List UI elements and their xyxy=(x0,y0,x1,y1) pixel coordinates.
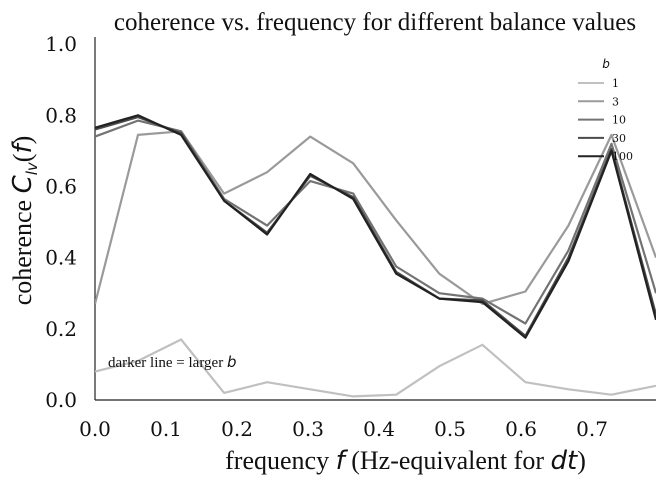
chart-title: coherence vs. frequency for different ba… xyxy=(114,9,636,36)
x-tick-label: 0.6 xyxy=(505,417,537,441)
x-tick-label: 0.5 xyxy=(434,417,466,441)
y-tick-label: 1.0 xyxy=(45,32,77,56)
series-line-b-100 xyxy=(95,114,656,339)
y-tick-label: 0.2 xyxy=(45,317,77,341)
series-line-b-10 xyxy=(95,119,656,325)
annotation-note: darker line = larger b xyxy=(108,353,237,371)
legend-title: b xyxy=(602,57,610,71)
legend: b1 3 10 30 100 xyxy=(578,57,633,163)
axes: 0.0 0.1 0.2 0.3 0.4 0.5 0.6 0.7 0.0 0.2 0.4 0.6 0.8 1… xyxy=(8,32,656,476)
legend-label-b-3: 3 xyxy=(612,95,619,108)
series-line-b-3 xyxy=(95,130,656,305)
x-tick-label: 0.3 xyxy=(292,417,324,441)
y-tick-label: 0.6 xyxy=(45,174,77,198)
series-line-b-1 xyxy=(95,338,656,398)
x-axis-label: frequency f (Hz-equivalent for dt) xyxy=(225,446,586,476)
legend-label-b-30: 30 xyxy=(612,132,626,145)
y-tick-label: 0.8 xyxy=(45,103,77,127)
legend-label-b-100: 100 xyxy=(612,150,633,163)
series-layer xyxy=(95,114,656,398)
legend-label-b-10: 10 xyxy=(612,114,626,127)
x-tick-label: 0.2 xyxy=(221,417,253,441)
series-line-b-30 xyxy=(95,115,656,337)
y-tick-label: 0.4 xyxy=(45,246,77,270)
legend-label-b-1: 1 xyxy=(612,77,619,90)
x-tick-label: 0.4 xyxy=(363,417,395,441)
x-tick-label: 0.1 xyxy=(150,417,182,441)
y-tick-label: 0.0 xyxy=(45,388,77,412)
y-axis-label: coherence Clv(f) xyxy=(8,136,41,306)
x-tick-label: 0.7 xyxy=(576,417,608,441)
x-tick-label: 0.0 xyxy=(79,417,111,441)
